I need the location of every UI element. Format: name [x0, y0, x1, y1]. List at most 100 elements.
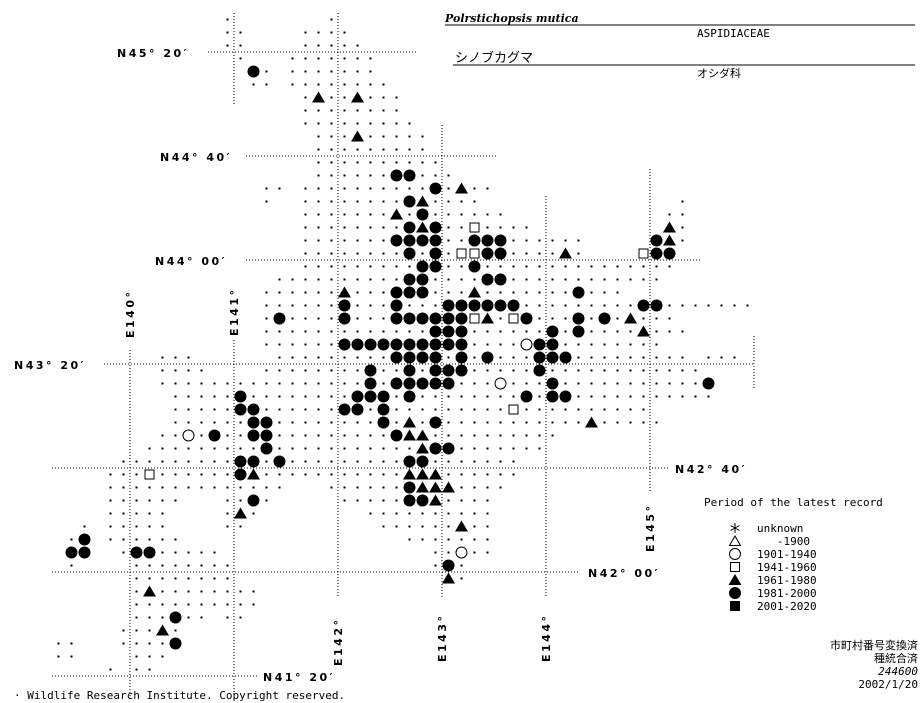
- record-filled-triangle: [455, 182, 468, 194]
- survey-mesh-dot: [473, 512, 476, 515]
- survey-mesh-dot: [603, 278, 606, 281]
- survey-mesh-dot: [317, 239, 320, 242]
- survey-mesh-dot: [590, 278, 593, 281]
- survey-mesh-dot: [473, 343, 476, 346]
- survey-mesh-dot: [343, 499, 346, 502]
- survey-mesh-dot: [226, 590, 229, 593]
- survey-mesh-dot: [616, 278, 619, 281]
- survey-mesh-dot: [603, 395, 606, 398]
- survey-mesh-dot: [265, 460, 268, 463]
- lon-label: E144°: [540, 614, 553, 662]
- survey-mesh-dot: [512, 330, 515, 333]
- survey-mesh-dot: [343, 278, 346, 281]
- survey-mesh-dot: [187, 369, 190, 372]
- survey-mesh-dot: [369, 512, 372, 515]
- survey-mesh-dot: [577, 395, 580, 398]
- record-filled-circle: [338, 403, 351, 416]
- survey-mesh-dot: [135, 590, 138, 593]
- survey-mesh-dot: [382, 265, 385, 268]
- survey-mesh-dot: [564, 317, 567, 320]
- survey-mesh-dot: [382, 473, 385, 476]
- legend-item: 1981-2000: [729, 587, 817, 600]
- survey-mesh-dot: [122, 538, 125, 541]
- survey-mesh-dot: [408, 135, 411, 138]
- record-filled-triangle: [416, 468, 429, 480]
- survey-mesh-dot: [655, 382, 658, 385]
- survey-mesh-dot: [629, 395, 632, 398]
- survey-mesh-dot: [317, 70, 320, 73]
- record-open-circle: [182, 429, 195, 442]
- survey-mesh-dot: [356, 499, 359, 502]
- survey-mesh-dot: [694, 369, 697, 372]
- survey-mesh-dot: [486, 343, 489, 346]
- survey-mesh-dot: [629, 382, 632, 385]
- survey-mesh-dot: [473, 538, 476, 541]
- survey-mesh-dot: [161, 551, 164, 554]
- survey-mesh-dot: [317, 473, 320, 476]
- survey-mesh-dot: [694, 382, 697, 385]
- survey-mesh-dot: [278, 382, 281, 385]
- record-filled-circle: [234, 468, 247, 481]
- survey-mesh-dot: [603, 408, 606, 411]
- survey-mesh-dot: [291, 291, 294, 294]
- survey-mesh-dot: [382, 525, 385, 528]
- survey-mesh-dot: [577, 356, 580, 359]
- survey-mesh-dot: [304, 330, 307, 333]
- survey-mesh-dot: [642, 356, 645, 359]
- record-filled-circle: [416, 208, 429, 221]
- survey-mesh-dot: [551, 278, 554, 281]
- survey-mesh-dot: [434, 538, 437, 541]
- survey-mesh-dot: [486, 551, 489, 554]
- survey-mesh-dot: [681, 382, 684, 385]
- survey-mesh-dot: [473, 486, 476, 489]
- record-filled-circle: [416, 494, 429, 507]
- survey-mesh-dot: [213, 486, 216, 489]
- survey-mesh-dot: [343, 135, 346, 138]
- survey-mesh-dot: [616, 408, 619, 411]
- survey-mesh-dot: [460, 460, 463, 463]
- survey-mesh-dot: [382, 512, 385, 515]
- record-filled-circle: [351, 403, 364, 416]
- survey-mesh-dot: [590, 343, 593, 346]
- record-filled-circle: [455, 351, 468, 364]
- survey-mesh-dot: [213, 564, 216, 567]
- survey-mesh-dot: [603, 421, 606, 424]
- record-filled-circle: [468, 299, 481, 312]
- record-filled-triangle: [416, 221, 429, 233]
- survey-mesh-dot: [733, 356, 736, 359]
- record-filled-triangle: [416, 481, 429, 493]
- survey-mesh-dot: [57, 642, 60, 645]
- survey-mesh-dot: [512, 356, 515, 359]
- survey-mesh-dot: [395, 96, 398, 99]
- survey-mesh-dot: [668, 330, 671, 333]
- record-filled-triangle: [403, 429, 416, 441]
- survey-mesh-dot: [590, 304, 593, 307]
- record-filled-circle: [442, 377, 455, 390]
- survey-mesh-dot: [538, 421, 541, 424]
- survey-mesh-dot: [343, 239, 346, 242]
- survey-mesh-dot: [460, 473, 463, 476]
- survey-mesh-dot: [382, 161, 385, 164]
- survey-mesh-dot: [460, 512, 463, 515]
- survey-mesh-dot: [473, 369, 476, 372]
- survey-mesh-dot: [122, 473, 125, 476]
- record-filled-circle: [247, 455, 260, 468]
- survey-mesh-dot: [369, 187, 372, 190]
- record-filled-circle: [403, 247, 416, 260]
- survey-mesh-dot: [395, 330, 398, 333]
- lat-label: N44° 40′: [160, 151, 232, 164]
- survey-mesh-dot: [668, 304, 671, 307]
- survey-mesh-dot: [603, 343, 606, 346]
- record-filled-circle: [494, 247, 507, 260]
- survey-mesh-dot: [343, 252, 346, 255]
- survey-mesh-dot: [265, 200, 268, 203]
- record-open-circle: [520, 338, 533, 351]
- survey-mesh-dot: [343, 187, 346, 190]
- record-filled-circle: [169, 611, 182, 624]
- record-filled-circle: [429, 221, 442, 234]
- survey-mesh-dot: [408, 447, 411, 450]
- survey-mesh-dot: [356, 434, 359, 437]
- survey-mesh-dot: [434, 551, 437, 554]
- survey-mesh-dot: [473, 330, 476, 333]
- survey-mesh-dot: [174, 590, 177, 593]
